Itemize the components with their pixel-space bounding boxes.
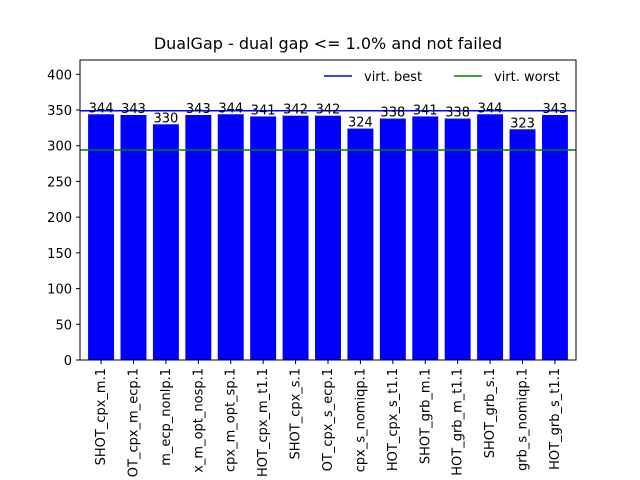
x-tick-label-14: grb_s_nomiqp.1 [516, 368, 531, 471]
data-label-10: 338 [380, 106, 405, 121]
bar-5 [217, 114, 244, 361]
bar-11 [412, 116, 439, 360]
data-label-1: 344 [89, 101, 114, 116]
bars-group [88, 114, 568, 361]
y-tick-label-250: 250 [47, 175, 72, 190]
reference-lines-group [80, 109, 576, 151]
data-label-7: 342 [283, 103, 308, 118]
y-tick-label-100: 100 [47, 283, 72, 298]
bar-3 [152, 124, 179, 361]
plot-frame [79, 59, 577, 361]
data-label-4: 343 [186, 102, 211, 117]
x-tick-label-15: HOT_grb_s_t1.1 [548, 368, 563, 470]
legend-label-2: virt. worst [494, 70, 560, 85]
bar-13 [477, 114, 504, 361]
x-tick-label-13: SHOT_grb_s.1 [483, 368, 498, 458]
data-label-15: 343 [543, 102, 568, 117]
y-tick-label-350: 350 [47, 104, 72, 119]
y-tick-label-200: 200 [47, 211, 72, 226]
data-label-3: 330 [153, 111, 178, 126]
x-tick-label-6: HOT_cpx_m_t1.1 [256, 368, 271, 477]
x-tick-label-1: SHOT_cpx_m.1 [94, 368, 109, 465]
bar-12 [444, 118, 471, 360]
data-label-12: 338 [445, 106, 470, 121]
y-tick-label-150: 150 [47, 247, 72, 262]
chart-title: DualGap - dual gap <= 1.0% and not faile… [154, 34, 502, 53]
x-tick-label-3: m_ecp_nonlp.1 [159, 368, 174, 466]
x-tick-label-5: cpx_m_opt_sp.1 [224, 368, 239, 472]
data-labels-group: 344 343 330 343 344 341 342 342 324 338 341 338 344 3… [89, 101, 568, 131]
bar-6 [250, 116, 277, 360]
bar-15 [541, 115, 568, 360]
y-axis: 0 50 100 150 200 250 300 350 400 [47, 68, 80, 369]
y-tick-label-50: 50 [55, 318, 72, 333]
bar-14 [509, 129, 536, 360]
bar-1 [88, 114, 115, 361]
data-label-9: 324 [348, 116, 373, 131]
data-label-11: 341 [413, 103, 438, 118]
data-label-5: 344 [218, 101, 243, 116]
data-label-14: 323 [510, 116, 535, 131]
x-axis: SHOT_cpx_m.1 OT_cpx_m_ecp.1 m_ecp_nonlp.1 x… [94, 360, 563, 477]
bar-7 [282, 115, 309, 360]
x-tick-label-10: HOT_cpx_s_t1.1 [386, 368, 401, 471]
x-tick-label-2: OT_cpx_m_ecp.1 [126, 368, 141, 477]
legend-label-1: virt. best [364, 70, 422, 85]
bar-9 [347, 128, 374, 360]
x-tick-label-4: x_m_opt_nosp.1 [191, 368, 206, 473]
data-label-6: 341 [251, 103, 276, 118]
y-tick-label-0: 0 [64, 354, 72, 369]
bar-8 [315, 115, 341, 360]
bar-10 [379, 118, 406, 360]
data-label-13: 344 [478, 101, 503, 116]
bar-2 [120, 115, 147, 360]
x-tick-label-11: SHOT_grb_m.1 [418, 368, 433, 464]
y-tick-label-400: 400 [47, 68, 72, 83]
data-label-2: 343 [121, 102, 146, 117]
x-tick-label-9: cpx_s_nomiqp.1 [353, 368, 368, 472]
x-tick-label-12: HOT_grb_m_t1.1 [451, 368, 466, 476]
y-tick-label-300: 300 [47, 140, 72, 155]
x-tick-label-7: SHOT_cpx_s.1 [289, 368, 304, 459]
bar-4 [185, 115, 212, 360]
x-tick-label-8: OT_cpx_s_ecp.1 [321, 368, 336, 471]
data-label-8: 342 [316, 103, 341, 118]
legend: virt. best virt. worst [324, 70, 560, 85]
